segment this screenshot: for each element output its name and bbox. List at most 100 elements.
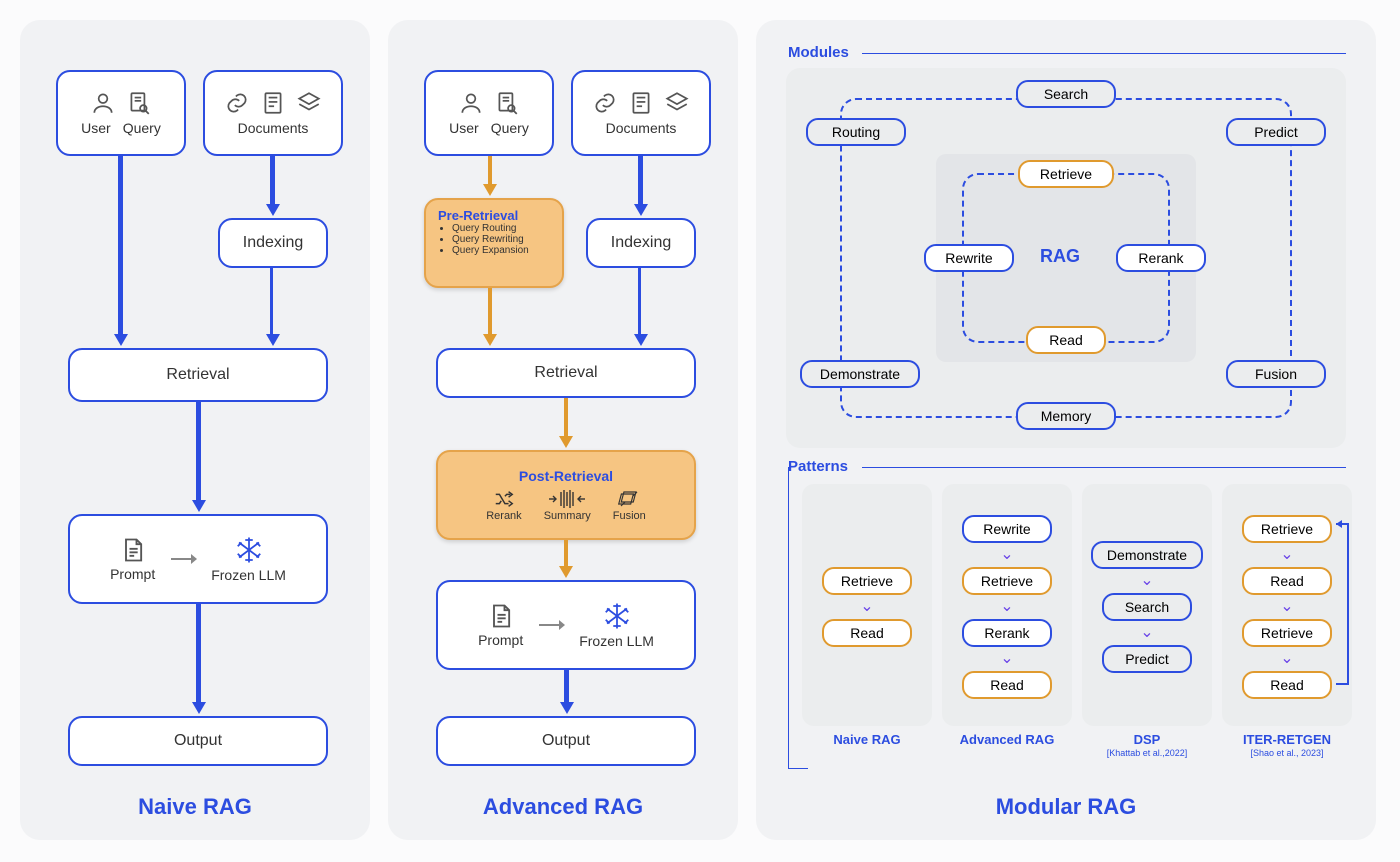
prompt-doc-icon bbox=[487, 602, 515, 630]
pattern-name: Advanced RAG bbox=[942, 732, 1072, 748]
arrowhead bbox=[483, 184, 497, 196]
post-summary-label: Summary bbox=[544, 510, 591, 522]
pattern-step: Read bbox=[962, 671, 1052, 699]
arrow bbox=[270, 268, 273, 336]
naive-prompt-label: Prompt bbox=[110, 566, 155, 582]
shuffle-icon bbox=[493, 488, 515, 510]
naive-indexing-box: Indexing bbox=[218, 218, 328, 268]
arrow-right-icon bbox=[169, 552, 197, 566]
adv-documents-box: Documents bbox=[571, 70, 711, 156]
link-icon bbox=[224, 90, 250, 116]
module-predict: Predict bbox=[1226, 118, 1326, 146]
adv-indexing-box: Indexing bbox=[586, 218, 696, 268]
snowflake-icon bbox=[234, 535, 264, 565]
arrow bbox=[196, 604, 201, 704]
fusion-icon bbox=[617, 488, 641, 510]
adv-pre-retrieval-list: Query Routing Query Rewriting Query Expa… bbox=[438, 223, 529, 256]
arrow bbox=[638, 268, 641, 336]
rag-center-label: RAG bbox=[1040, 246, 1080, 267]
naive-prompt-llm-box: Prompt Frozen LLM bbox=[68, 514, 328, 604]
arrow bbox=[270, 156, 275, 206]
adv-prompt-llm-box: Prompt Frozen LLM bbox=[436, 580, 696, 670]
arrow bbox=[196, 402, 201, 502]
module-retrieve: Retrieve bbox=[1018, 160, 1114, 188]
pattern-step: Rerank bbox=[962, 619, 1052, 647]
module-rerank: Rerank bbox=[1116, 244, 1206, 272]
arrowhead bbox=[266, 334, 280, 346]
adv-retrieval-box: Retrieval bbox=[436, 348, 696, 398]
naive-query-label: Query bbox=[123, 120, 161, 136]
adv-documents-label: Documents bbox=[606, 120, 677, 136]
arrowhead bbox=[483, 334, 497, 346]
pattern-column: Retrieve⌄Read⌄Retrieve⌄Read bbox=[1222, 484, 1352, 726]
user-icon bbox=[458, 90, 484, 116]
chevron-down-icon: ⌄ bbox=[1280, 651, 1293, 667]
patterns-rule-bottom bbox=[788, 768, 808, 769]
pattern-step: Demonstrate bbox=[1091, 541, 1203, 569]
pattern-step: Rewrite bbox=[962, 515, 1052, 543]
chevron-down-icon: ⌄ bbox=[1280, 547, 1293, 563]
pattern-name: DSP bbox=[1082, 732, 1212, 748]
prompt-doc-icon bbox=[119, 536, 147, 564]
naive-user-label: User bbox=[81, 120, 111, 136]
pattern-step: Read bbox=[1242, 567, 1332, 595]
module-routing: Routing bbox=[806, 118, 906, 146]
pattern-column: Rewrite⌄Retrieve⌄Rerank⌄Read bbox=[942, 484, 1072, 726]
pattern-step: Read bbox=[822, 619, 912, 647]
pattern-step: Retrieve bbox=[962, 567, 1052, 595]
arrowhead bbox=[192, 702, 206, 714]
arrow-right-icon bbox=[537, 618, 565, 632]
arrow bbox=[564, 670, 569, 704]
module-read: Read bbox=[1026, 326, 1106, 354]
pre-retrieval-item: Query Rewriting bbox=[452, 234, 529, 245]
layers-icon bbox=[296, 90, 322, 116]
arrow bbox=[638, 156, 643, 206]
adv-pre-retrieval-title: Pre-Retrieval bbox=[438, 208, 518, 223]
pattern-step: Read bbox=[1242, 671, 1332, 699]
post-rerank-label: Rerank bbox=[486, 510, 521, 522]
naive-retrieval-label: Retrieval bbox=[166, 366, 229, 384]
module-search: Search bbox=[1016, 80, 1116, 108]
adv-pre-retrieval-box: Pre-Retrieval Query Routing Query Rewrit… bbox=[424, 198, 564, 288]
layers-icon bbox=[664, 90, 690, 116]
chevron-down-icon: ⌄ bbox=[1140, 573, 1153, 589]
pattern-citation: [Khattab et al.,2022] bbox=[1082, 748, 1212, 758]
doc-icon bbox=[628, 90, 654, 116]
snowflake-icon bbox=[602, 601, 632, 631]
pre-retrieval-item: Query Expansion bbox=[452, 245, 529, 256]
pattern-step: Retrieve bbox=[822, 567, 912, 595]
adv-indexing-label: Indexing bbox=[611, 234, 672, 252]
arrowhead bbox=[634, 204, 648, 216]
user-icon bbox=[90, 90, 116, 116]
arrow bbox=[564, 540, 568, 568]
chevron-down-icon: ⌄ bbox=[1140, 625, 1153, 641]
doc-search-icon bbox=[126, 90, 152, 116]
adv-query-label: Query bbox=[491, 120, 529, 136]
chevron-down-icon: ⌄ bbox=[860, 599, 873, 615]
adv-user-query-box: User Query bbox=[424, 70, 554, 156]
pattern-name: ITER-RETGEN bbox=[1222, 732, 1352, 748]
adv-frozen-llm-label: Frozen LLM bbox=[579, 633, 654, 649]
post-fusion-label: Fusion bbox=[613, 510, 646, 522]
module-rewrite: Rewrite bbox=[924, 244, 1014, 272]
panel-advanced: User Query Documents Pre-Retrieval Query… bbox=[388, 20, 738, 840]
modular-title: Modular RAG bbox=[774, 784, 1358, 820]
adv-user-label: User bbox=[449, 120, 479, 136]
naive-title: Naive RAG bbox=[38, 784, 352, 820]
module-fusion: Fusion bbox=[1226, 360, 1326, 388]
naive-frozen-llm-label: Frozen LLM bbox=[211, 567, 286, 583]
naive-indexing-label: Indexing bbox=[243, 234, 304, 252]
pattern-name: Naive RAG bbox=[802, 732, 932, 748]
pattern-citation: [Shao et al., 2023] bbox=[1222, 748, 1352, 758]
adv-post-retrieval-box: Post-Retrieval Rerank Summary Fusion bbox=[436, 450, 696, 540]
pattern-column: Demonstrate⌄Search⌄Predict bbox=[1082, 484, 1212, 726]
arrow bbox=[488, 156, 492, 186]
patterns-rule-left bbox=[788, 467, 789, 769]
naive-retrieval-box: Retrieval bbox=[68, 348, 328, 402]
naive-documents-label: Documents bbox=[238, 120, 309, 136]
loop-arrow-icon bbox=[1332, 514, 1356, 694]
arrowhead bbox=[559, 566, 573, 578]
chevron-down-icon: ⌄ bbox=[1000, 547, 1013, 563]
naive-documents-box: Documents bbox=[203, 70, 343, 156]
pre-retrieval-item: Query Routing bbox=[452, 223, 529, 234]
